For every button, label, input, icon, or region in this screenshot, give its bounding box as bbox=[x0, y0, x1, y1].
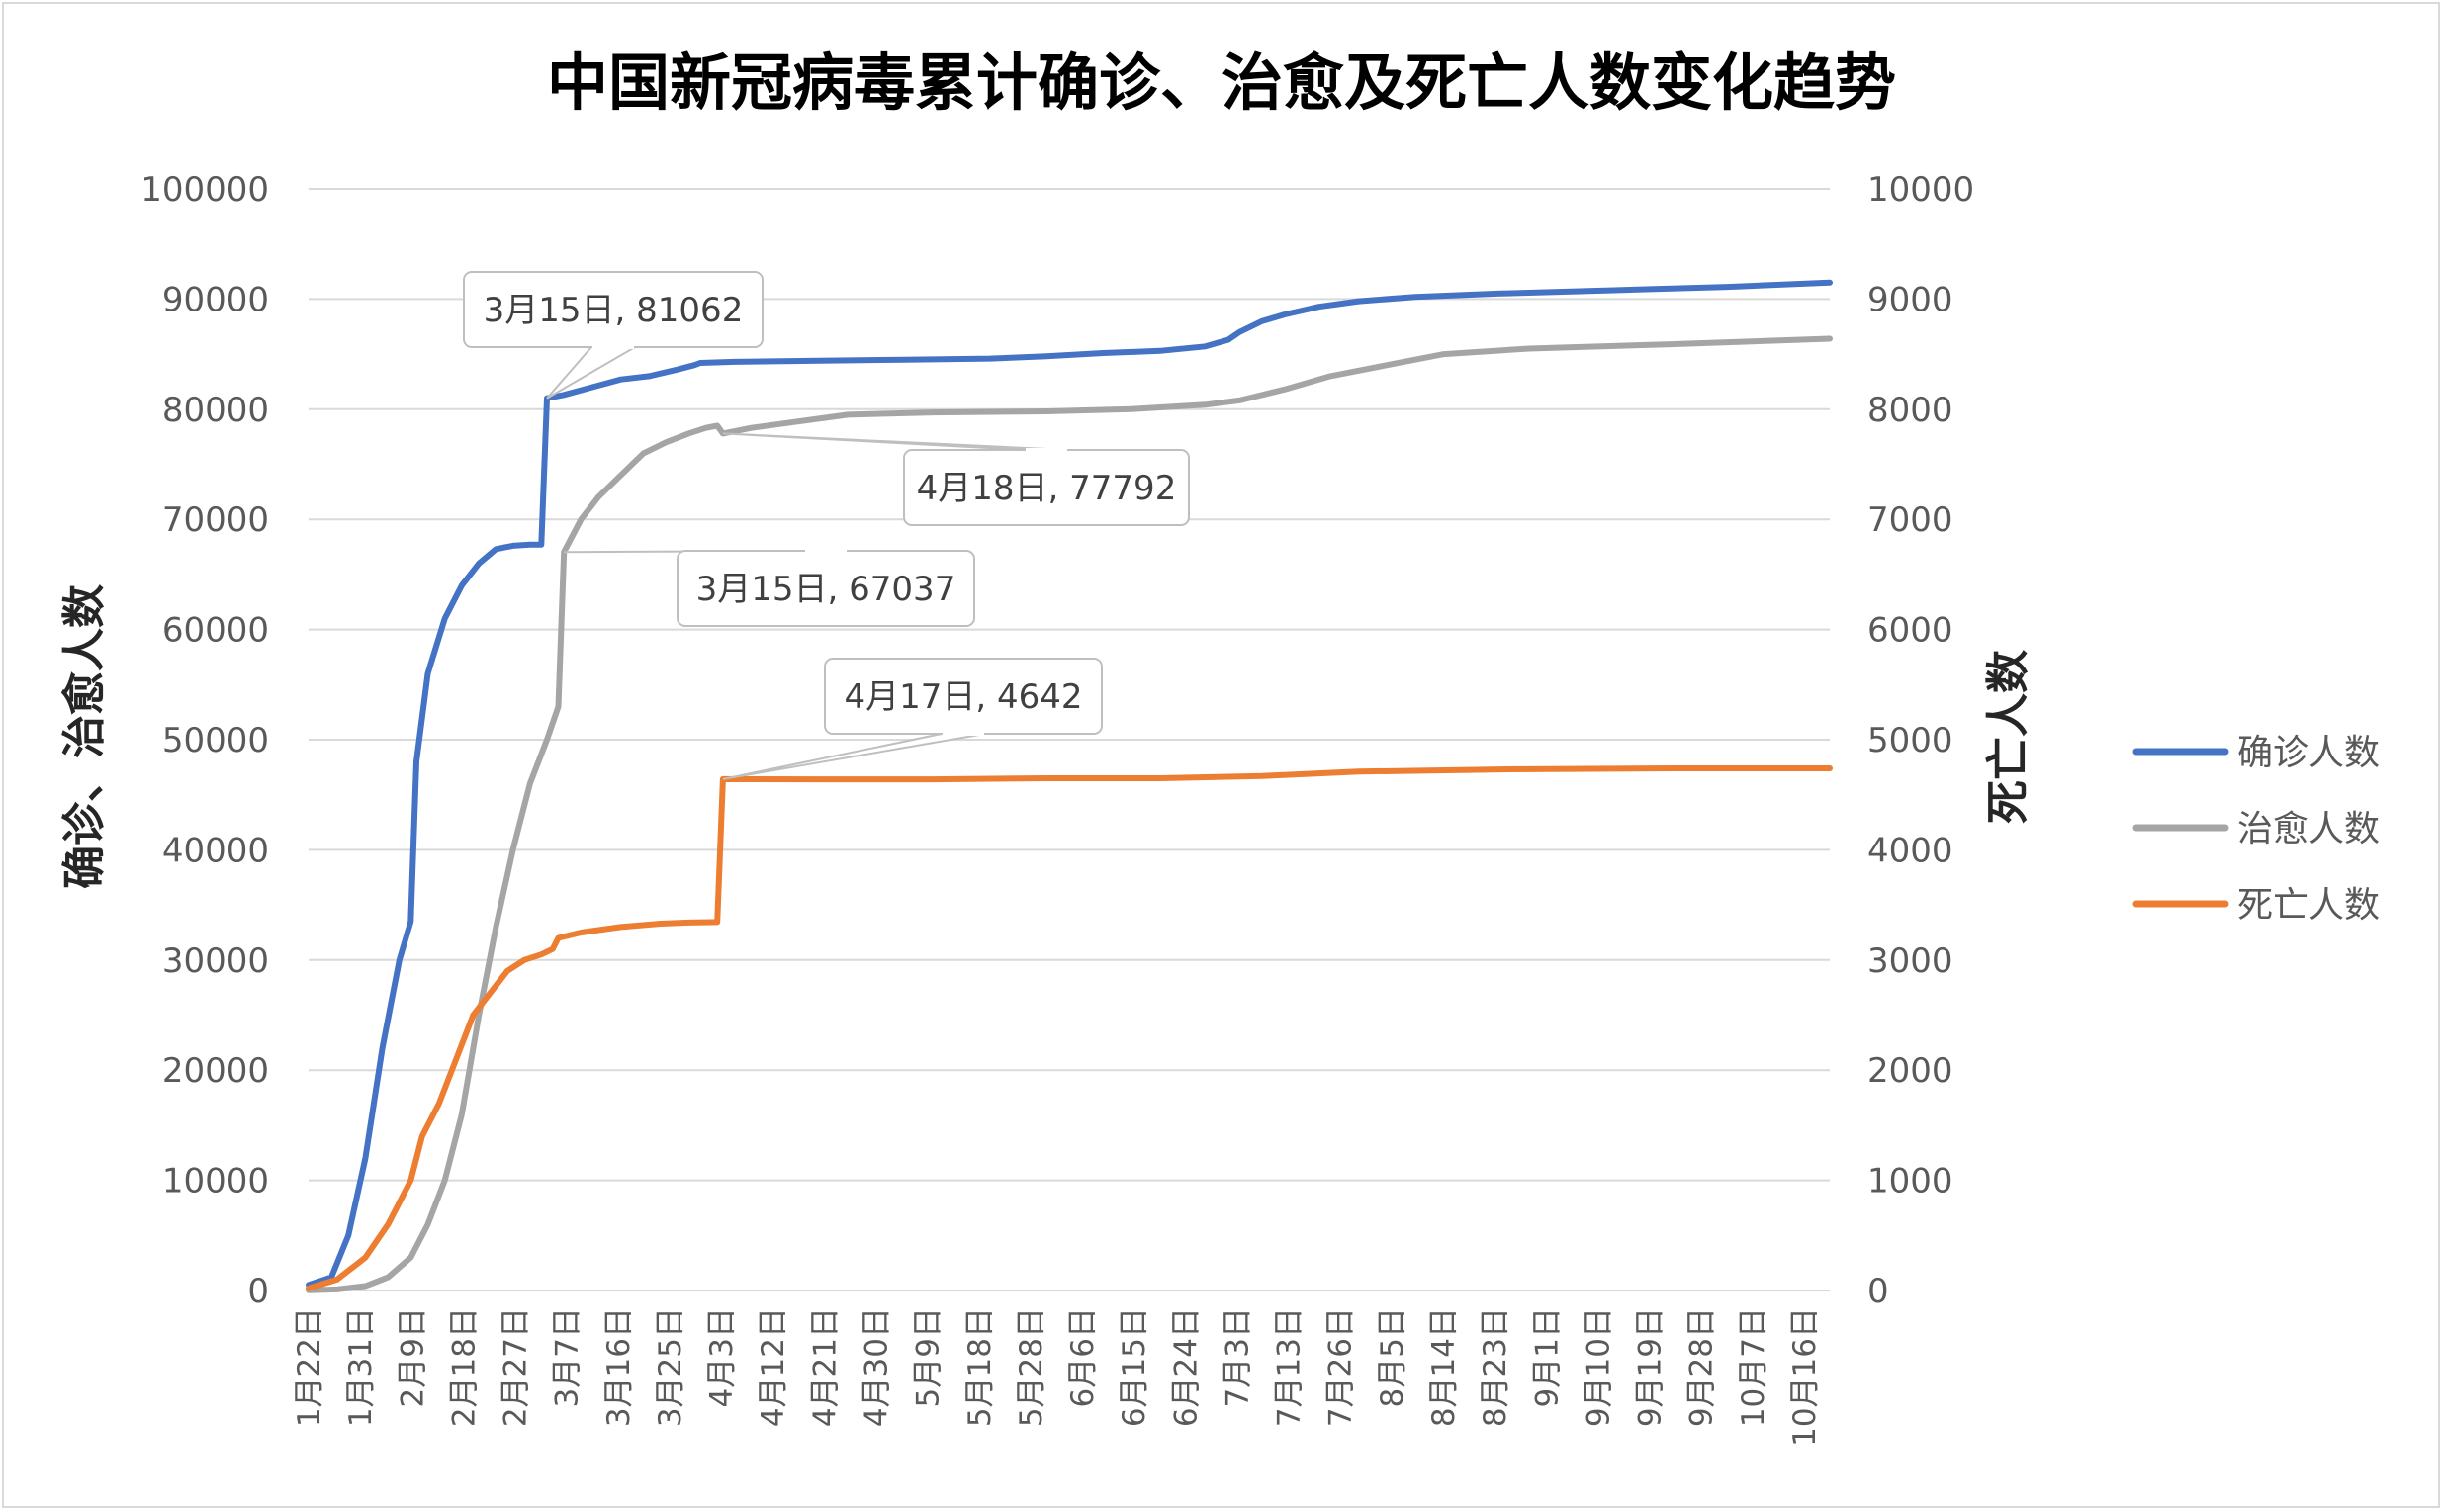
left-tick-label: 10000 bbox=[162, 1162, 269, 1201]
right-tick-label: 9000 bbox=[1867, 280, 1953, 319]
right-tick-label: 3000 bbox=[1867, 941, 1953, 981]
left-axis-title: 确诊、治愈人数 bbox=[59, 584, 110, 889]
x-tick-label: 9月19日 bbox=[1633, 1307, 1669, 1427]
left-tick-label: 80000 bbox=[162, 391, 269, 430]
x-axis-ticks: 1月22日 1月31日 2月9日 2月18日 2月27日 3月7日 3月16日 3月25日 4月… bbox=[292, 1307, 1823, 1447]
right-axis-title: 死亡人数 bbox=[1983, 650, 2034, 824]
legend-item: 治愈人数 bbox=[2132, 809, 2380, 849]
chart-title: 中国新冠病毒累计确诊、治愈及死亡人数变化趋势 bbox=[547, 46, 1896, 119]
callout-pointer bbox=[722, 733, 986, 780]
x-tick-label: 4月12日 bbox=[756, 1307, 791, 1427]
legend-label: 死亡人数 bbox=[2237, 885, 2380, 926]
left-tick-label: 60000 bbox=[162, 611, 269, 651]
legend-item: 死亡人数 bbox=[2132, 885, 2380, 926]
x-tick-label: 5月9日 bbox=[911, 1307, 947, 1407]
left-tick-label: 70000 bbox=[162, 500, 269, 540]
callout-label: 4月17日, 4642 bbox=[844, 677, 1082, 717]
callout-label: 4月18日, 77792 bbox=[917, 469, 1177, 508]
x-tick-label: 4月21日 bbox=[807, 1307, 843, 1427]
x-tick-label: 9月28日 bbox=[1684, 1307, 1720, 1427]
right-tick-label: 0 bbox=[1867, 1272, 1889, 1311]
x-tick-label: 6月6日 bbox=[1065, 1307, 1101, 1407]
callout: 3月15日, 67037 bbox=[564, 549, 975, 627]
x-tick-label: 3月7日 bbox=[550, 1307, 586, 1407]
x-tick-label: 3月16日 bbox=[601, 1307, 637, 1427]
legend-label: 治愈人数 bbox=[2237, 809, 2380, 849]
x-tick-label: 8月5日 bbox=[1375, 1307, 1410, 1407]
right-tick-label: 10000 bbox=[1867, 170, 1974, 210]
x-tick-label: 7月26日 bbox=[1323, 1307, 1359, 1427]
x-tick-label: 7月3日 bbox=[1220, 1307, 1255, 1407]
right-tick-label: 7000 bbox=[1867, 500, 1953, 540]
right-tick-label: 2000 bbox=[1867, 1051, 1953, 1091]
series-lines bbox=[306, 279, 1833, 1293]
right-tick-label: 8000 bbox=[1867, 391, 1953, 430]
x-tick-label: 9月10日 bbox=[1581, 1307, 1616, 1427]
left-tick-label: 40000 bbox=[162, 831, 269, 870]
callout: 3月15日, 81062 bbox=[463, 271, 764, 400]
x-tick-label: 5月28日 bbox=[1014, 1307, 1049, 1427]
left-tick-label: 20000 bbox=[162, 1051, 269, 1091]
callout-pointer bbox=[546, 346, 636, 400]
x-tick-label: 6月24日 bbox=[1168, 1307, 1204, 1427]
x-tick-label: 9月1日 bbox=[1529, 1307, 1565, 1407]
left-tick-label: 30000 bbox=[162, 941, 269, 981]
callout: 4月18日, 77792 bbox=[722, 432, 1190, 526]
callout-label: 3月15日, 81062 bbox=[484, 291, 744, 330]
x-tick-label: 10月7日 bbox=[1736, 1307, 1771, 1427]
right-tick-label: 4000 bbox=[1867, 831, 1953, 870]
right-tick-label: 6000 bbox=[1867, 611, 1953, 651]
callout-pointer bbox=[722, 432, 1069, 451]
x-tick-label: 2月27日 bbox=[498, 1307, 534, 1427]
callouts: 3月15日, 81062 4月18日, 77792 3月15日, 67037 4月17… bbox=[463, 271, 1190, 780]
left-tick-label: 0 bbox=[247, 1272, 269, 1311]
series-line bbox=[306, 335, 1833, 1293]
x-tick-label: 6月15日 bbox=[1117, 1307, 1152, 1427]
x-tick-label: 5月18日 bbox=[962, 1307, 998, 1427]
x-tick-label: 2月18日 bbox=[446, 1307, 482, 1427]
x-tick-label: 1月22日 bbox=[292, 1307, 327, 1427]
x-tick-label: 10月16日 bbox=[1787, 1307, 1823, 1447]
right-tick-label: 1000 bbox=[1867, 1162, 1953, 1201]
callout-label: 3月15日, 67037 bbox=[696, 570, 956, 609]
x-tick-label: 4月3日 bbox=[704, 1307, 740, 1407]
x-tick-label: 7月13日 bbox=[1272, 1307, 1308, 1427]
left-tick-label: 100000 bbox=[140, 170, 269, 210]
series-line bbox=[306, 279, 1833, 1289]
right-axis-ticks: 0 1000 2000 3000 4000 5000 6000 7000 8000 9000 100… bbox=[1867, 170, 1974, 1311]
legend-label: 确诊人数 bbox=[2237, 733, 2380, 773]
right-tick-label: 5000 bbox=[1867, 721, 1953, 760]
x-tick-label: 4月30日 bbox=[860, 1307, 895, 1427]
x-tick-label: 8月14日 bbox=[1426, 1307, 1462, 1427]
x-tick-label: 8月23日 bbox=[1478, 1307, 1513, 1427]
x-tick-label: 2月9日 bbox=[395, 1307, 430, 1407]
x-tick-label: 1月31日 bbox=[343, 1307, 379, 1427]
x-tick-label: 3月25日 bbox=[653, 1307, 688, 1427]
left-axis-ticks: 0 10000 20000 30000 40000 50000 60000 70000 8000… bbox=[140, 170, 269, 1311]
series-line bbox=[306, 765, 1833, 1291]
left-tick-label: 90000 bbox=[162, 280, 269, 319]
legend-item: 确诊人数 bbox=[2132, 733, 2380, 773]
left-tick-label: 50000 bbox=[162, 721, 269, 760]
callout: 4月17日, 4642 bbox=[722, 658, 1103, 780]
